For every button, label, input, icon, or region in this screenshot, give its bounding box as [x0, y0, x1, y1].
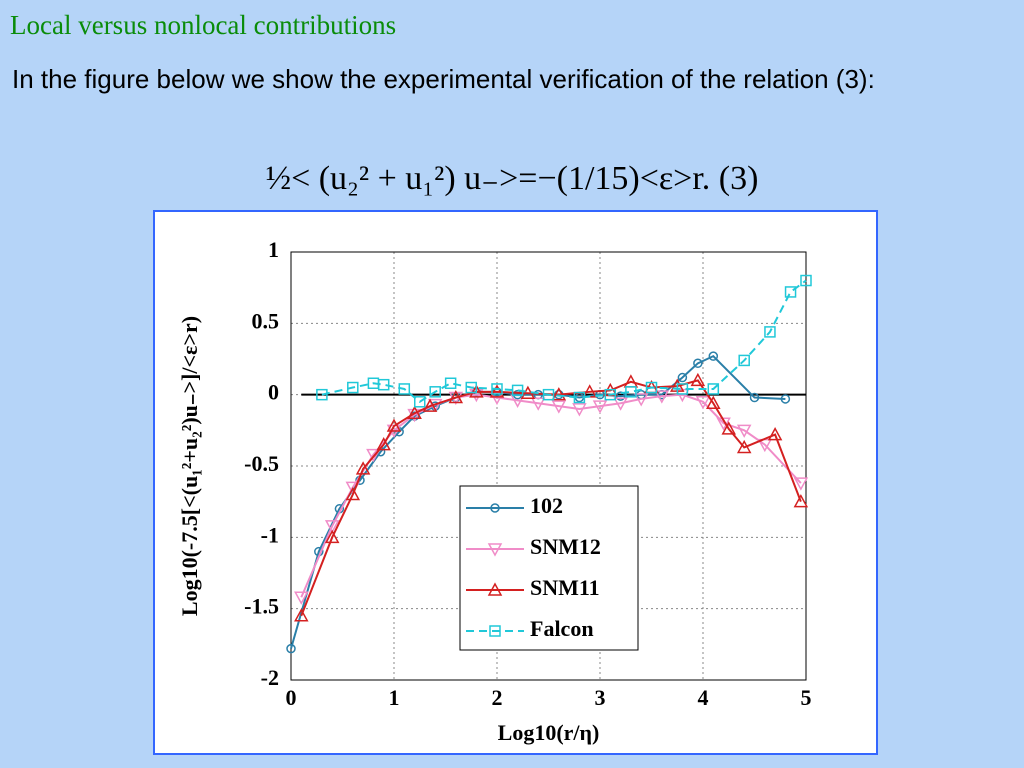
x-tick-label: 4	[698, 685, 709, 710]
equation: ½< (u₂² + u₁²) u₋>=−(1/15)<ε>r. (3)	[265, 160, 759, 197]
marker	[708, 351, 719, 361]
marker	[767, 427, 783, 441]
marker	[738, 354, 750, 367]
marker	[377, 378, 390, 391]
legend-label: 102	[530, 493, 563, 518]
legend-label: Falcon	[530, 616, 594, 641]
legend	[459, 485, 639, 651]
marker	[690, 372, 706, 387]
marker	[645, 381, 658, 394]
marker	[324, 529, 340, 544]
marker	[465, 381, 477, 394]
marker	[286, 643, 296, 654]
marker	[677, 372, 688, 383]
legend-label: SNM12	[530, 534, 601, 559]
y-tick-label: -2	[261, 665, 279, 690]
marker	[573, 391, 586, 404]
marker	[780, 394, 791, 404]
marker	[366, 448, 381, 463]
marker	[347, 381, 359, 394]
plot-area	[290, 251, 807, 681]
marker	[695, 396, 711, 410]
y-axis-label: Log10(-7.5[<(u₁²+u₂²)u₋>]/<ε>r)	[177, 316, 202, 616]
x-tick-label: 2	[492, 685, 503, 710]
marker	[749, 392, 760, 403]
marker	[613, 397, 628, 411]
marker	[429, 386, 441, 398]
marker	[572, 403, 587, 417]
marker	[489, 384, 505, 398]
marker	[448, 389, 464, 404]
chart-frame	[153, 210, 878, 755]
marker	[376, 437, 391, 451]
marker	[398, 383, 411, 395]
marker	[491, 383, 503, 395]
marker	[542, 388, 555, 401]
marker	[407, 405, 422, 419]
marker	[487, 582, 503, 596]
marker	[551, 387, 567, 401]
marker	[316, 388, 328, 401]
marker	[721, 421, 737, 435]
legend-label: SNM11	[530, 575, 600, 600]
marker	[793, 477, 809, 491]
marker	[294, 608, 309, 622]
y-tick-label: -1	[261, 522, 279, 547]
marker	[592, 400, 608, 414]
series-line	[300, 393, 802, 598]
y-tick-label: 0.5	[252, 308, 280, 333]
x-tick-label: 5	[801, 685, 812, 710]
marker	[707, 383, 720, 395]
marker	[793, 494, 809, 508]
marker	[676, 383, 689, 395]
x-tick-label: 1	[389, 685, 400, 710]
marker	[489, 625, 501, 637]
marker	[736, 439, 752, 454]
marker	[530, 397, 546, 411]
series-line	[321, 279, 807, 404]
marker	[324, 520, 340, 534]
body-text: In the figure below we show the experime…	[12, 64, 875, 94]
y-tick-label: -1.5	[244, 594, 279, 619]
marker	[706, 395, 721, 409]
marker	[736, 424, 752, 438]
marker	[490, 503, 500, 513]
marker	[604, 388, 617, 401]
slide-title: Local versus nonlocal contributions	[10, 10, 397, 40]
marker	[800, 274, 812, 287]
y-tick-label: -0.5	[244, 451, 279, 476]
x-axis-label: Log10(r/η)	[498, 720, 600, 745]
marker	[511, 384, 524, 397]
marker	[444, 377, 457, 390]
marker	[625, 386, 637, 398]
marker	[654, 390, 670, 404]
marker	[633, 393, 649, 407]
marker	[551, 400, 567, 414]
marker	[693, 358, 703, 369]
marker	[345, 486, 361, 501]
marker	[784, 286, 797, 298]
x-tick-label: 0	[286, 685, 297, 710]
marker	[294, 591, 309, 605]
marker	[469, 384, 484, 398]
marker	[414, 396, 426, 408]
y-tick-label: 0	[268, 380, 279, 405]
marker	[487, 543, 503, 557]
marker	[422, 398, 438, 412]
marker	[386, 418, 402, 432]
marker	[764, 326, 776, 338]
x-tick-label: 3	[595, 685, 606, 710]
y-tick-label: 1	[268, 237, 279, 262]
marker	[355, 461, 371, 475]
